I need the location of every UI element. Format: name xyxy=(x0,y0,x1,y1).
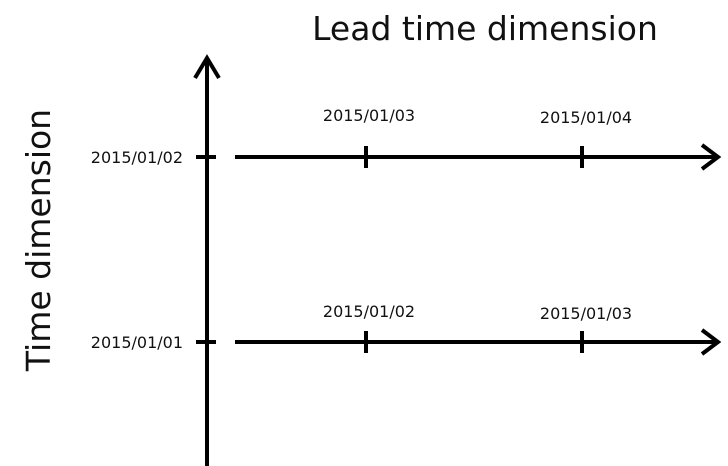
lead-tick-label: 2015/01/02 xyxy=(323,302,415,321)
lead-tick-label: 2015/01/04 xyxy=(540,108,632,127)
row-label: 2015/01/01 xyxy=(91,333,183,352)
lead-tick-label: 2015/01/03 xyxy=(323,106,415,125)
row-label: 2015/01/02 xyxy=(91,148,183,167)
row: 2015/01/01 2015/01/02 2015/01/03 xyxy=(91,302,722,356)
lead-tick-label: 2015/01/03 xyxy=(540,304,632,323)
y-axis-label: Time dimension xyxy=(19,109,58,372)
row: 2015/01/02 2015/01/03 2015/01/04 xyxy=(91,106,722,171)
lead-axis-arrowhead xyxy=(700,143,722,171)
time-axis-arrowhead xyxy=(193,54,221,80)
lead-axis-arrowhead xyxy=(700,328,722,356)
title: Lead time dimension xyxy=(312,9,658,48)
